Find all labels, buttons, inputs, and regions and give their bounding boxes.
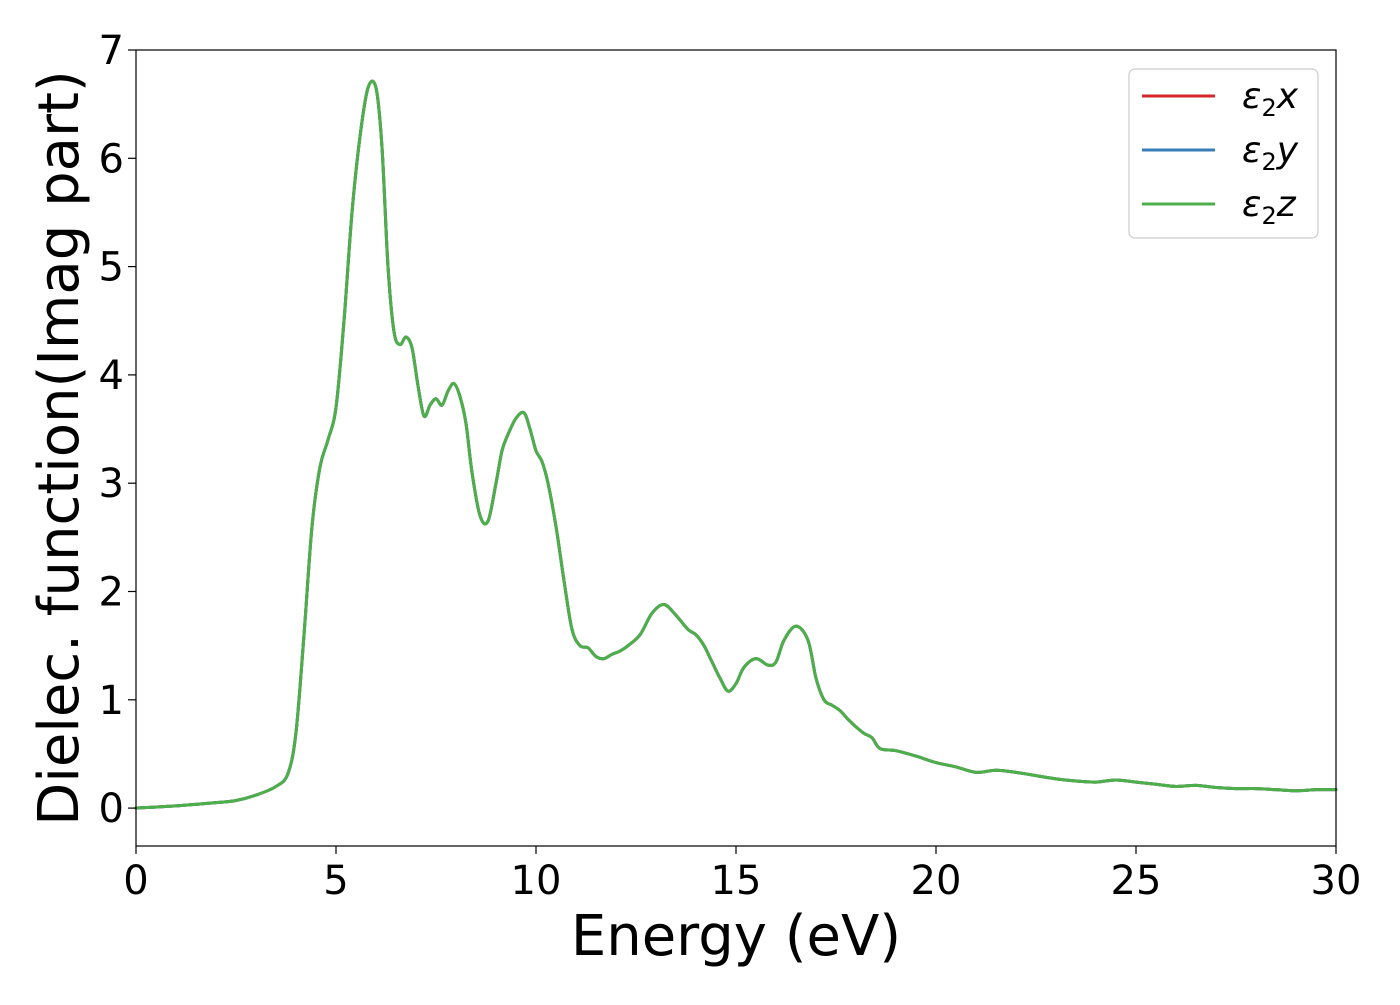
legend-items: ε2x ε2y ε2z: [1142, 76, 1299, 230]
y-axis-ticks: 0 1 2 3 4 5 6 7: [99, 28, 136, 832]
x-tick-label: 10: [511, 858, 562, 904]
y-tick-label: 1: [99, 678, 124, 724]
y-tick-label: 0: [99, 786, 124, 832]
legend-label: ε2y: [1242, 130, 1299, 176]
series-layer: [134, 79, 1338, 810]
y-axis-label: Dielec. function(Imag part): [27, 70, 92, 826]
y-tick-label: 7: [99, 28, 124, 74]
x-tick-label: 0: [123, 858, 148, 904]
y-tick-label: 5: [99, 245, 124, 291]
x-tick-label: 25: [1111, 858, 1162, 904]
x-tick-label: 20: [911, 858, 962, 904]
x-tick-label: 15: [711, 858, 762, 904]
y-tick-label: 2: [99, 569, 124, 615]
x-tick-label: 30: [1311, 858, 1362, 904]
legend-label: ε2x: [1242, 76, 1299, 122]
legend: ε2x ε2y ε2z: [1128, 68, 1319, 239]
x-tick-label: 5: [323, 858, 348, 904]
y-tick-label: 4: [99, 353, 124, 399]
x-axis-label: Energy (eV): [571, 904, 901, 969]
series-line-3: [134, 79, 1338, 810]
x-axis-ticks: 0 5 10 15 20 25 30: [123, 846, 1361, 904]
y-tick-label: 3: [99, 461, 124, 507]
legend-box: [1128, 68, 1319, 239]
y-tick-label: 6: [99, 136, 124, 182]
legend-label: ε2z: [1242, 184, 1297, 230]
